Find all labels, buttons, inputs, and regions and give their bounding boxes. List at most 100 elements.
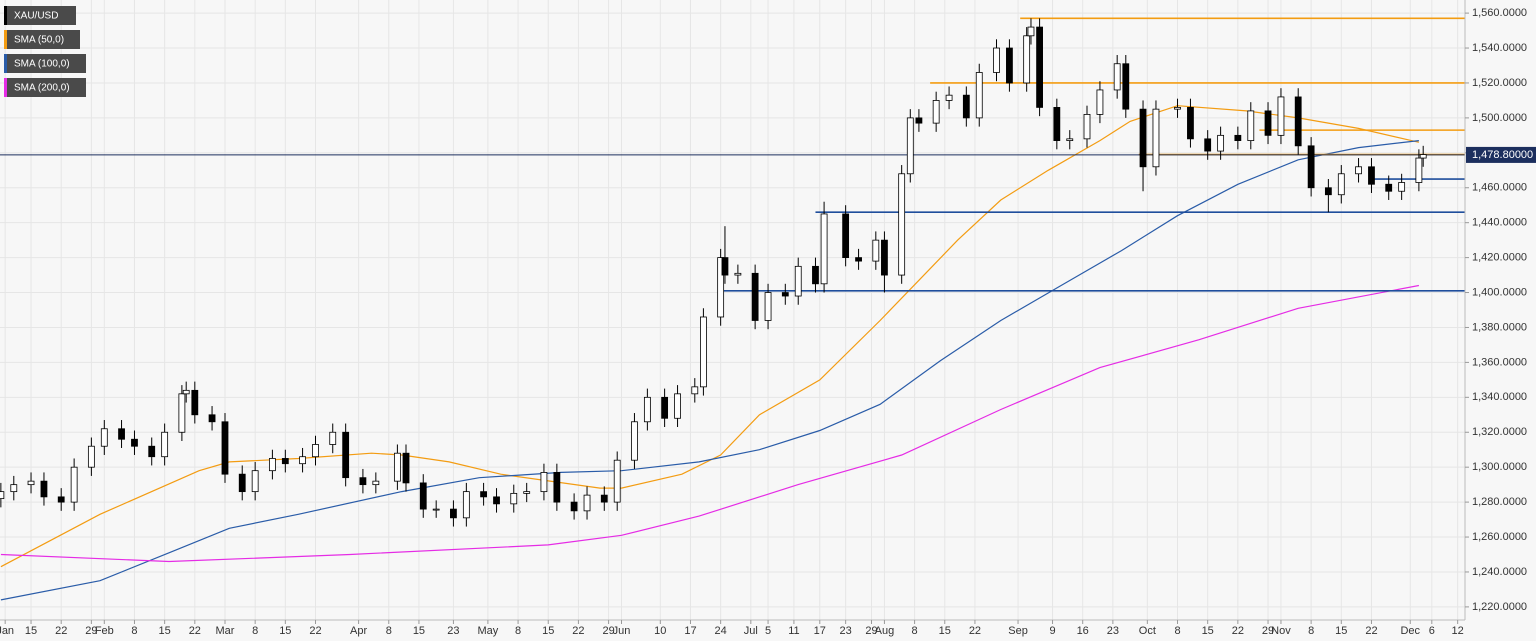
x-tick-label: 8 bbox=[912, 625, 918, 637]
x-tick-label: Jan bbox=[0, 625, 14, 637]
candle-body bbox=[1294, 96, 1302, 147]
candle-body bbox=[842, 213, 850, 259]
candle-body bbox=[734, 272, 742, 276]
candle-body bbox=[1415, 157, 1423, 183]
candle-body bbox=[661, 396, 669, 419]
legend-item: SMA (50,0) bbox=[4, 30, 80, 49]
x-tick-label: 5 bbox=[765, 625, 771, 637]
candle-body bbox=[1113, 63, 1121, 91]
candle-body bbox=[312, 444, 319, 458]
legend-box bbox=[4, 78, 86, 97]
candle-body bbox=[794, 265, 802, 297]
candle-body bbox=[1139, 108, 1147, 168]
candle-body bbox=[570, 501, 578, 512]
candle-body bbox=[613, 459, 621, 503]
candle-body bbox=[812, 265, 819, 285]
legend-box bbox=[4, 6, 76, 25]
candle-body bbox=[781, 292, 789, 297]
x-tick-label: 15 bbox=[413, 625, 425, 637]
legend-label: SMA (200,0) bbox=[14, 83, 70, 94]
x-tick-label: 15 bbox=[939, 625, 951, 637]
candle-body bbox=[70, 466, 78, 503]
candle-body bbox=[855, 257, 862, 262]
candle-body bbox=[1187, 107, 1194, 140]
x-tick-label: Jul bbox=[744, 625, 758, 637]
y-tick-label: 1,260.0000 bbox=[1472, 531, 1527, 543]
candle-body bbox=[1247, 110, 1255, 141]
x-tick-label: 22 bbox=[1232, 625, 1244, 637]
x-tick-label: 29 bbox=[865, 625, 877, 637]
sma-line bbox=[0, 140, 1419, 601]
x-tick-label: Mar bbox=[216, 625, 235, 637]
candle-body bbox=[915, 117, 923, 124]
candle-body bbox=[131, 438, 138, 447]
y-tick-label: 1,520.0000 bbox=[1472, 77, 1527, 89]
x-tick-label: 17 bbox=[684, 625, 696, 637]
candle-body bbox=[583, 494, 591, 512]
x-tick-label: 23 bbox=[1107, 625, 1119, 637]
candle-body bbox=[975, 72, 983, 119]
candle-body bbox=[191, 389, 199, 416]
legend-label: XAU/USD bbox=[14, 11, 58, 22]
candle-body bbox=[0, 491, 5, 500]
x-tick-label: 15 bbox=[279, 625, 291, 637]
candle-body bbox=[87, 445, 95, 468]
last-price-box bbox=[1466, 146, 1536, 163]
candle-body bbox=[450, 508, 457, 519]
candle-body bbox=[1385, 183, 1393, 192]
candle-body bbox=[1234, 134, 1242, 141]
legend-item: SMA (100,0) bbox=[4, 54, 86, 73]
x-tick-label: Oct bbox=[1139, 625, 1156, 637]
candle-body bbox=[700, 316, 707, 388]
candle-body bbox=[872, 239, 880, 262]
y-tick-label: 1,360.0000 bbox=[1472, 356, 1527, 368]
candle-body bbox=[281, 458, 289, 465]
candle-body bbox=[100, 428, 108, 447]
candle-body bbox=[1355, 166, 1362, 175]
candle-body bbox=[932, 100, 940, 124]
legend-item: XAU/USD bbox=[4, 6, 76, 25]
x-tick-label: 17 bbox=[814, 625, 826, 637]
x-tick-label: 22 bbox=[55, 625, 67, 637]
sma-line bbox=[0, 284, 1420, 563]
x-tick-label: 8 bbox=[252, 625, 258, 637]
y-tick-label: 1,560.0000 bbox=[1472, 7, 1527, 19]
y-tick-label: 1,280.0000 bbox=[1472, 496, 1527, 508]
candle-body bbox=[299, 456, 306, 465]
x-tick-label: 23 bbox=[447, 625, 459, 637]
x-tick-label: 9 bbox=[1049, 625, 1055, 637]
candle-body bbox=[1368, 166, 1375, 185]
x-tick-label: 22 bbox=[1365, 625, 1377, 637]
candle-body bbox=[1152, 108, 1160, 168]
candle-body bbox=[631, 421, 638, 461]
candle-body bbox=[993, 47, 1000, 73]
legend: XAU/USD SMA (50,0) SMA (100,0) SMA (200,… bbox=[4, 6, 86, 97]
y-tick-label: 1,380.0000 bbox=[1472, 321, 1527, 333]
candle-body bbox=[372, 480, 380, 486]
candle-body bbox=[1006, 47, 1013, 84]
sma-line bbox=[0, 105, 1420, 568]
candle-body bbox=[764, 292, 772, 321]
candle-body bbox=[208, 414, 216, 423]
candle-body bbox=[674, 393, 681, 419]
candle-body bbox=[717, 257, 725, 318]
candle-body bbox=[1264, 110, 1272, 136]
candle-body bbox=[342, 431, 350, 479]
candle-body bbox=[268, 458, 276, 472]
candle-body bbox=[523, 491, 531, 494]
y-tick-label: 1,460.0000 bbox=[1472, 182, 1527, 194]
x-tick-label: 16 bbox=[1077, 625, 1089, 637]
x-tick-label: 15 bbox=[542, 625, 554, 637]
x-tick-label: 10 bbox=[654, 625, 666, 637]
x-tick-label: 22 bbox=[189, 625, 201, 637]
candle-body bbox=[462, 491, 470, 519]
x-tick-label: 12 bbox=[1452, 625, 1464, 637]
candle-body bbox=[1419, 154, 1427, 159]
y-tick-label: 1,440.0000 bbox=[1472, 217, 1527, 229]
x-tick-label: Dec bbox=[1400, 625, 1420, 637]
legend-box bbox=[4, 30, 80, 49]
y-tick-label: 1,500.0000 bbox=[1472, 112, 1527, 124]
x-tick-label: 29 bbox=[1262, 625, 1274, 637]
x-tick-label: 8 bbox=[515, 625, 521, 637]
x-tick-label: 8 bbox=[386, 625, 392, 637]
